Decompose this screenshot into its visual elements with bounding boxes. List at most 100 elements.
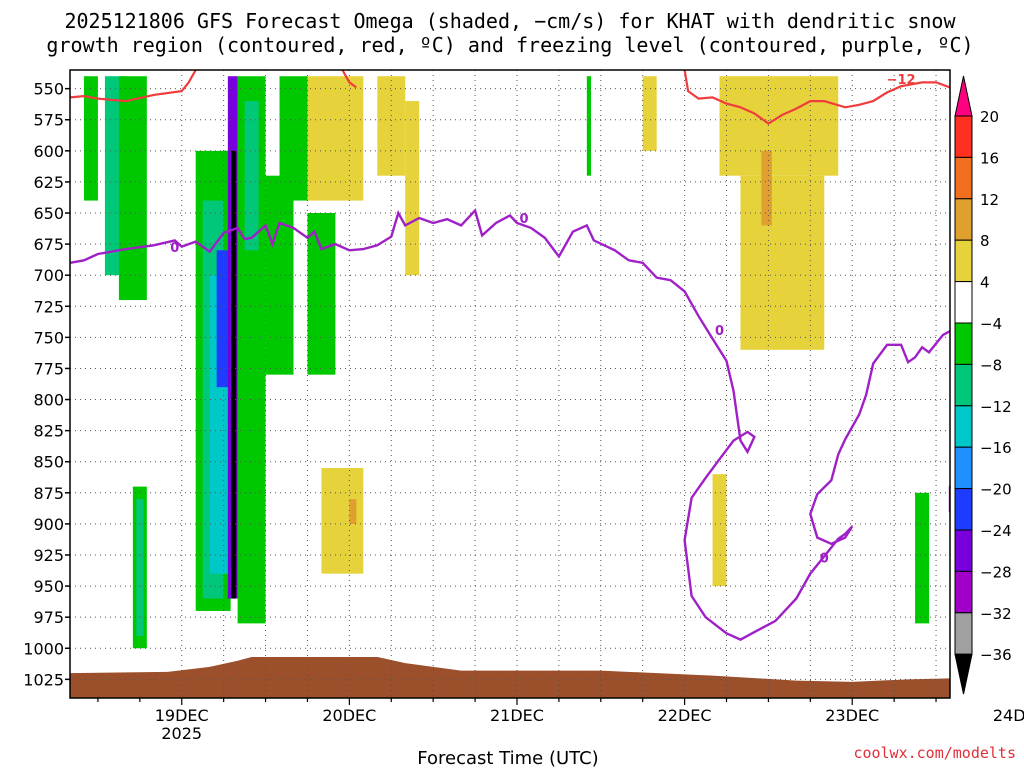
- colorbar-segment-1: [954, 115, 973, 158]
- terrain: [70, 656, 950, 698]
- colorbar-label-2: 12: [980, 191, 999, 209]
- colorbar-label-8: −16: [980, 439, 1012, 457]
- colorbar-segment-8: [954, 405, 973, 448]
- x-tick-label-2: 21DEC: [490, 706, 544, 725]
- omega-shade-14: [307, 76, 364, 201]
- y-tick-label-4: 650: [33, 204, 64, 223]
- colorbar-segment-2: [954, 156, 973, 200]
- colorbar-label-11: −28: [980, 563, 1012, 581]
- omega-shade-21: [719, 76, 839, 176]
- omega-shade-2: [83, 76, 98, 201]
- colorbar-bottom-arrow: [954, 653, 973, 695]
- y-tick-label-18: 1000: [23, 639, 64, 658]
- y-tick-label-0: 550: [33, 80, 64, 99]
- colorbar-segment-11: [954, 529, 973, 572]
- omega-shade-10: [244, 101, 259, 251]
- omega-shade-19: [586, 76, 592, 176]
- y-tick-label-5: 675: [33, 235, 64, 254]
- colorbar-segment-5: [954, 281, 973, 324]
- colorbar-label-4: 4: [980, 274, 990, 292]
- omega-shade-24: [712, 474, 727, 587]
- omega-shade-20: [642, 76, 657, 151]
- dgz-contour-main: [683, 70, 950, 125]
- grid: [70, 70, 950, 698]
- credit-text: coolwx.com/modelts: [853, 744, 1016, 762]
- colorbar-label-5: −4: [980, 315, 1002, 333]
- contour-label-0: 0: [170, 241, 179, 256]
- x-axis-label: Forecast Time (UTC): [417, 748, 598, 768]
- contour-label-2: 0: [715, 324, 724, 339]
- colorbar-segment-10: [954, 488, 973, 531]
- colorbar-segment-13: [954, 612, 973, 655]
- omega-shade-26: [915, 492, 930, 624]
- colorbar-segment-12: [954, 570, 973, 614]
- y-tick-label-15: 925: [33, 546, 64, 565]
- colorbar-segment-6: [954, 322, 973, 365]
- terrain-surface: [70, 656, 950, 698]
- omega-core-black: [231, 150, 237, 599]
- omega-shade-17: [321, 467, 364, 574]
- contour-label-5: 0: [820, 552, 829, 567]
- y-tick-label-13: 875: [33, 484, 64, 503]
- y-tick-label-6: 700: [33, 266, 64, 285]
- y-axis: 550 575 600 625 650 675 700 725 750 775 800 825 850 8…: [23, 80, 70, 689]
- colorbar-label-1: 16: [980, 149, 999, 167]
- y-tick-label-14: 900: [33, 515, 64, 534]
- x-tick-sublabel-0: 2025: [161, 724, 202, 743]
- omega-shade-8: [216, 250, 231, 388]
- colorbar-label-10: −24: [980, 522, 1012, 540]
- x-tick-label-3: 22DEC: [658, 706, 712, 725]
- y-tick-label-8: 750: [33, 328, 64, 347]
- x-tick-label-5: 24DEC: [993, 706, 1024, 725]
- colorbar-segment-9: [954, 446, 973, 490]
- y-tick-label-11: 825: [33, 422, 64, 441]
- contours: 000000−12−12: [70, 70, 950, 641]
- chart-title-line-1: 2025121806 GFS Forecast Omega (shaded, −…: [64, 9, 956, 33]
- chart-title-line-2: growth region (contoured, red, ºC) and f…: [46, 33, 973, 57]
- plot-area: 000000−12−12: [70, 70, 950, 698]
- y-tick-label-19: 1025: [23, 670, 64, 689]
- colorbar-segment-7: [954, 363, 973, 407]
- omega-shade-23: [761, 150, 772, 226]
- colorbar-label-6: −8: [980, 356, 1002, 374]
- y-tick-label-9: 775: [33, 359, 64, 378]
- contour-label-1: 0: [519, 212, 528, 227]
- y-tick-label-10: 800: [33, 391, 64, 410]
- dgz-contour-upper-left: [70, 70, 197, 103]
- x-axis: 19DEC202520DEC21DEC22DEC23DEC24DEC25DEC: [97, 698, 1024, 743]
- omega-shade-1: [118, 76, 147, 301]
- omega-shade-13: [307, 213, 336, 375]
- colorbar-segment-4: [954, 239, 973, 283]
- y-tick-label-3: 625: [33, 173, 64, 192]
- y-tick-label-17: 975: [33, 608, 64, 627]
- plot-frame: [69, 69, 951, 699]
- omega-shade-4: [136, 499, 144, 636]
- omega-shade-16: [405, 101, 420, 276]
- colorbar-label-13: −36: [980, 646, 1012, 664]
- omega-shade-18: [349, 499, 357, 524]
- x-tick-label-4: 23DEC: [825, 706, 879, 725]
- x-tick-label-1: 20DEC: [322, 706, 376, 725]
- y-tick-label-2: 600: [33, 142, 64, 161]
- omega-shade-22: [740, 175, 825, 350]
- dgz-contour-segment: [341, 70, 357, 89]
- x-tick-label-0: 19DEC: [155, 706, 209, 725]
- colorbar-label-12: −32: [980, 605, 1012, 623]
- y-tick-label-12: 850: [33, 453, 64, 472]
- colorbar-label-7: −12: [980, 398, 1012, 416]
- omega-shade-11: [265, 175, 294, 375]
- colorbar-segment-3: [954, 198, 973, 241]
- y-tick-label-1: 575: [33, 111, 64, 130]
- colorbar-label-0: 20: [980, 108, 999, 126]
- y-tick-label-7: 725: [33, 297, 64, 316]
- colorbar: 20 16 12 8 4 −4 −8 −12 −16 −20 −24 −28 −32 −36: [954, 75, 1012, 695]
- contour-label-6: −12: [887, 73, 916, 88]
- omega-shade-12: [279, 76, 308, 201]
- colorbar-label-9: −20: [980, 481, 1012, 499]
- omega-shading: [83, 76, 930, 649]
- freezing-level-contour: [70, 208, 950, 641]
- y-tick-label-16: 950: [33, 577, 64, 596]
- colorbar-label-3: 8: [980, 232, 990, 250]
